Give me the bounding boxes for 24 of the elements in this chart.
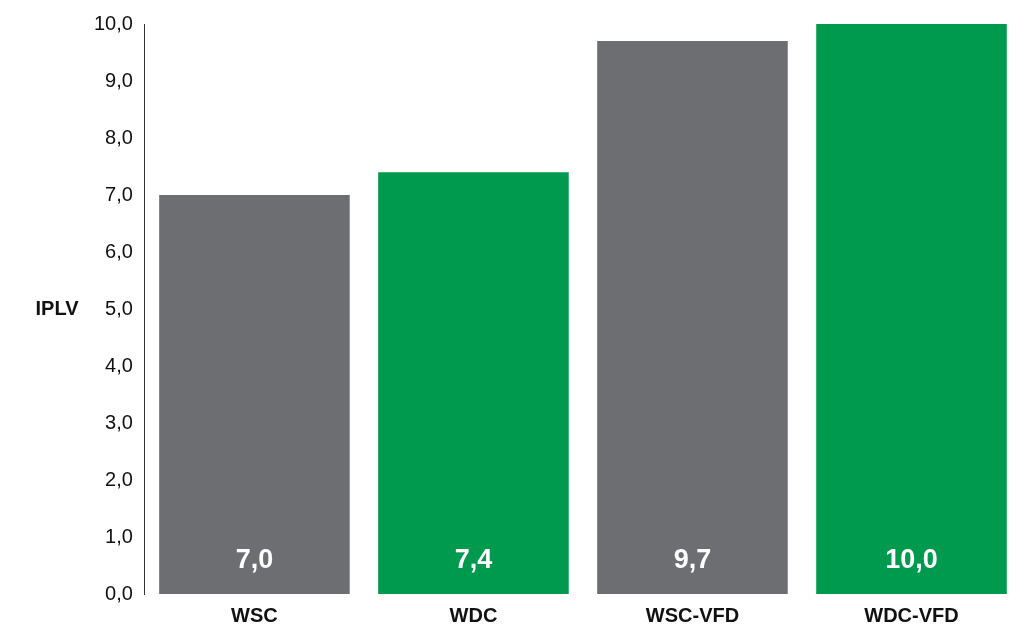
x-tick-label: WDC (449, 603, 498, 626)
y-tick-label: 5,0 (105, 296, 133, 319)
y-tick-label: 3,0 (105, 410, 133, 433)
data-label: 10,0 (885, 544, 938, 575)
bar (378, 172, 569, 594)
y-tick-label: 7,0 (105, 182, 133, 205)
y-tick-label: 10,0 (93, 11, 133, 34)
y-axis-title: IPLV (35, 296, 80, 319)
y-tick-label: 9,0 (105, 68, 133, 91)
data-label: 7,0 (235, 544, 274, 575)
y-tick-label: 2,0 (105, 467, 133, 490)
data-label: 7,4 (454, 544, 493, 575)
y-tick-label: 0,0 (105, 581, 133, 604)
y-tick-label: 6,0 (105, 239, 133, 262)
x-tick-label: WDC-VFD (864, 603, 959, 626)
y-tick-label: 4,0 (105, 353, 133, 376)
x-tick-label: WSC (231, 603, 278, 626)
data-label: 9,7 (673, 544, 712, 575)
bar (816, 24, 1007, 594)
y-tick-label: 1,0 (105, 524, 133, 547)
x-tick-label: WSC-VFD (645, 603, 740, 626)
y-tick-label: 8,0 (105, 125, 133, 148)
bar (159, 195, 350, 594)
bar (597, 41, 788, 594)
